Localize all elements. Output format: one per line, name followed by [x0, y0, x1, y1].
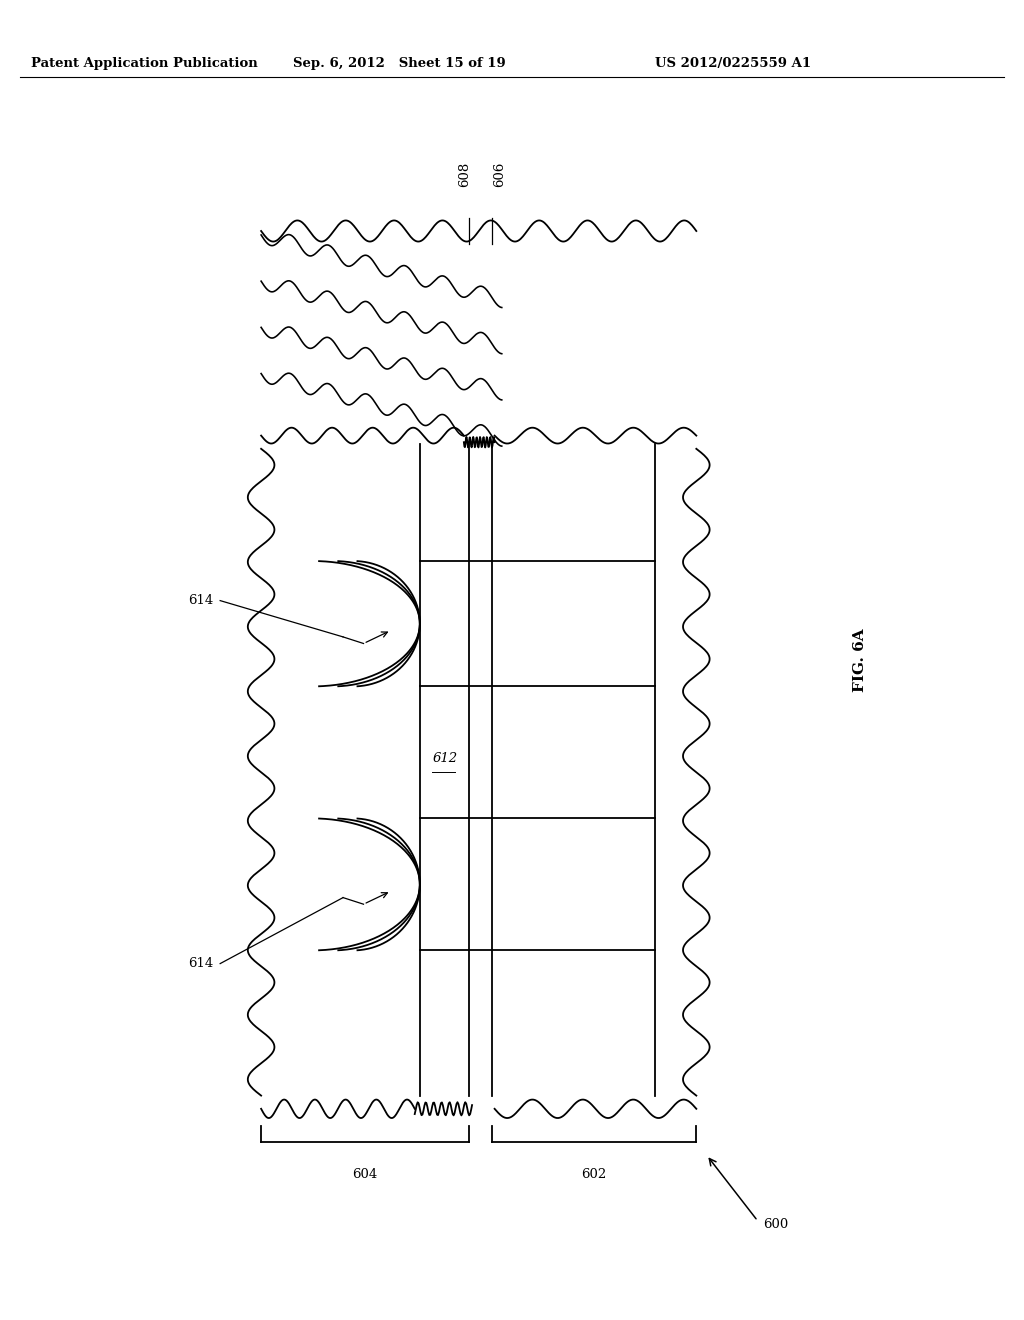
Text: 614: 614	[187, 957, 213, 970]
Text: Patent Application Publication: Patent Application Publication	[31, 57, 257, 70]
Text: 600: 600	[763, 1218, 788, 1232]
Text: 602: 602	[582, 1168, 606, 1181]
Text: 608: 608	[459, 162, 471, 187]
Text: Sep. 6, 2012   Sheet 15 of 19: Sep. 6, 2012 Sheet 15 of 19	[293, 57, 506, 70]
Text: 612: 612	[432, 752, 458, 766]
Text: 606: 606	[494, 162, 506, 187]
Text: 604: 604	[352, 1168, 378, 1181]
Text: US 2012/0225559 A1: US 2012/0225559 A1	[655, 57, 811, 70]
Text: 614: 614	[187, 594, 213, 607]
Text: FIG. 6A: FIG. 6A	[853, 628, 867, 692]
